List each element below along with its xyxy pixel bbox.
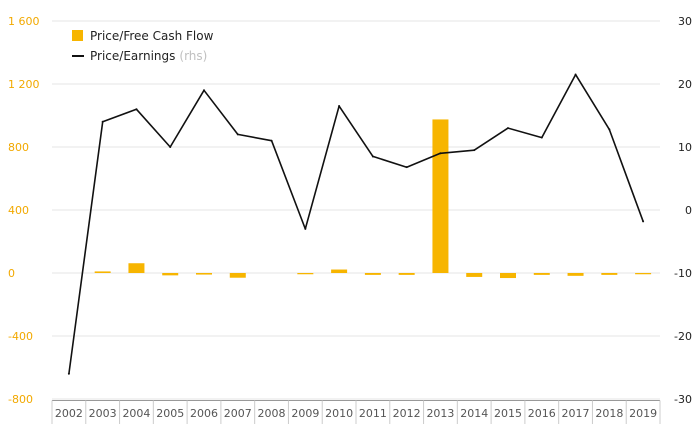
legend-label-pe: Price/Earnings (rhs)	[90, 49, 207, 63]
gridlines	[52, 20, 660, 400]
line-path	[68, 73, 644, 374]
line-point	[608, 128, 611, 131]
line-point	[574, 73, 577, 76]
x-tick-label: 2016	[528, 407, 556, 420]
right-tick-label: -30	[674, 393, 692, 406]
left-tick-label: 400	[8, 204, 29, 217]
line-point	[405, 166, 408, 169]
legend-label-pe-main: Price/Earnings	[90, 49, 175, 63]
bar	[331, 269, 348, 273]
bar	[500, 273, 516, 279]
line-point	[642, 220, 645, 223]
bar	[229, 273, 246, 278]
bar	[297, 273, 314, 275]
line-point	[371, 155, 374, 158]
line-point	[236, 133, 239, 136]
left-tick-label: 0	[8, 267, 15, 280]
x-tick-label: 2005	[156, 407, 184, 420]
left-tick-label: 1 600	[8, 15, 40, 28]
line-point	[540, 136, 543, 139]
right-tick-label: -20	[674, 330, 692, 343]
right-tick-label: 20	[678, 78, 692, 91]
x-tick-label: 2010	[325, 407, 353, 420]
x-tick-label: 2011	[359, 407, 387, 420]
bar	[635, 273, 652, 275]
line-point	[473, 149, 476, 152]
x-tick-label: 2012	[393, 407, 421, 420]
left-tick-label: 1 200	[8, 78, 40, 91]
legend-label-pe-suffix: (rhs)	[179, 49, 207, 63]
line-series	[67, 73, 645, 375]
bar	[196, 273, 212, 275]
bar	[432, 119, 449, 273]
x-tick-label: 2003	[89, 407, 117, 420]
bar	[162, 273, 179, 276]
x-tick-label: 2013	[426, 407, 454, 420]
line-point	[169, 146, 172, 148]
bar	[601, 273, 618, 275]
x-tick-label: 2018	[595, 407, 623, 420]
bar	[533, 273, 550, 275]
bar	[567, 273, 584, 276]
line-point	[270, 139, 273, 142]
line-point	[203, 89, 205, 92]
right-tick-label: 30	[678, 15, 692, 28]
line-point	[67, 372, 70, 375]
right-tick-label: 0	[685, 204, 692, 217]
bar	[364, 273, 381, 275]
legend-label-fcf: Price/Free Cash Flow	[90, 29, 214, 43]
line-point	[135, 108, 138, 111]
x-tick-label: 2006	[190, 407, 218, 420]
line-point	[507, 127, 509, 130]
x-tick-label: 2014	[460, 407, 488, 420]
line-point	[304, 227, 307, 230]
line-point	[338, 105, 341, 108]
left-axis: -800 -400 0 400 800 1 200 1 600	[8, 15, 40, 406]
x-axis: 2002 2003 2004 2005 2006 2007 2008 2009 2010 2011…	[51, 400, 661, 424]
bar-series	[94, 119, 652, 279]
left-tick-label: -400	[8, 330, 33, 343]
bar	[398, 273, 415, 275]
line-point	[101, 120, 104, 123]
right-tick-label: -10	[674, 267, 692, 280]
x-tick-label: 2002	[55, 407, 83, 420]
x-tick-label: 2007	[224, 407, 252, 420]
right-axis: -30 -20 -10 0 10 20 30	[674, 15, 692, 406]
bar	[94, 271, 111, 273]
legend-swatch-fcf	[72, 30, 83, 41]
left-tick-label: 800	[8, 141, 29, 154]
bar	[466, 273, 483, 277]
x-tick-label: 2009	[291, 407, 319, 420]
left-tick-label: -800	[8, 393, 33, 406]
x-tick-label: 2017	[562, 407, 590, 420]
legend: Price/Free Cash Flow Price/Earnings (rhs)	[72, 29, 214, 63]
x-tick-label: 2008	[258, 407, 286, 420]
right-tick-label: 10	[678, 141, 692, 154]
x-tick-label: 2004	[122, 407, 150, 420]
line-point	[439, 152, 442, 155]
x-tick-label: 2015	[494, 407, 522, 420]
bar	[128, 263, 145, 273]
x-tick-label: 2019	[629, 407, 657, 420]
